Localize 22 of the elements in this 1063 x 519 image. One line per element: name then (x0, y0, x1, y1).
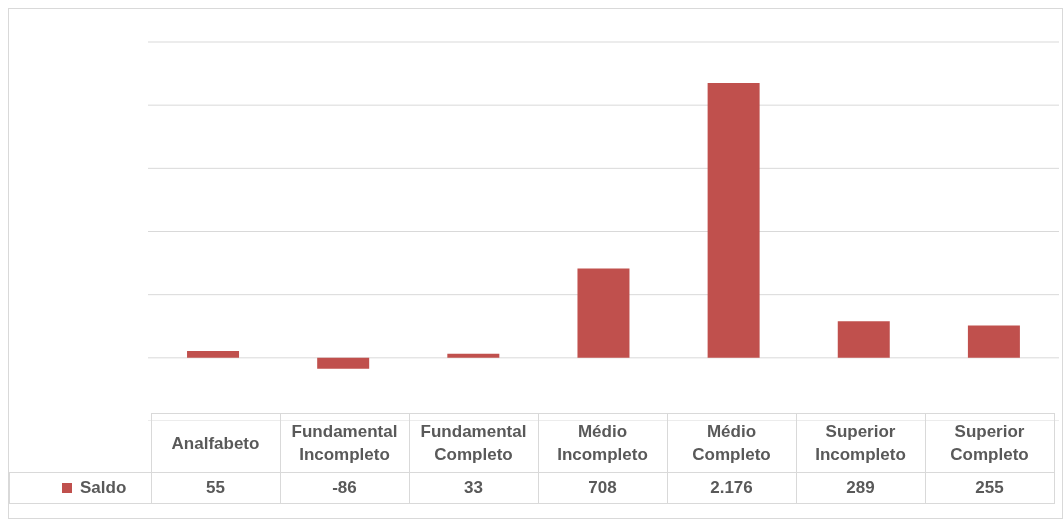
bar (187, 350, 240, 358)
x-tick-label: Superior Completo (925, 413, 1054, 473)
data-label: 33 (409, 472, 538, 504)
data-label: 289 (796, 472, 925, 504)
bar (707, 82, 760, 358)
data-label: 255 (925, 472, 1054, 504)
bar (447, 353, 500, 358)
bar (577, 268, 630, 358)
x-tick-label: Superior Incompleto (796, 413, 925, 473)
x-tick-label: Fundamental Incompleto (280, 413, 409, 473)
data-label: 2.176 (667, 472, 796, 504)
data-label: 55 (151, 472, 280, 504)
data-label: 708 (538, 472, 667, 504)
x-tick-label: Médio Completo (667, 413, 796, 473)
bar (317, 357, 370, 369)
x-tick-label: Analfabeto (151, 413, 280, 473)
x-tick-label: Fundamental Completo (409, 413, 538, 473)
bar (967, 325, 1020, 358)
bar (837, 321, 890, 358)
x-tick-label: Médio Incompleto (538, 413, 667, 473)
data-label: -86 (280, 472, 409, 504)
legend-label: Saldo (79, 478, 127, 497)
